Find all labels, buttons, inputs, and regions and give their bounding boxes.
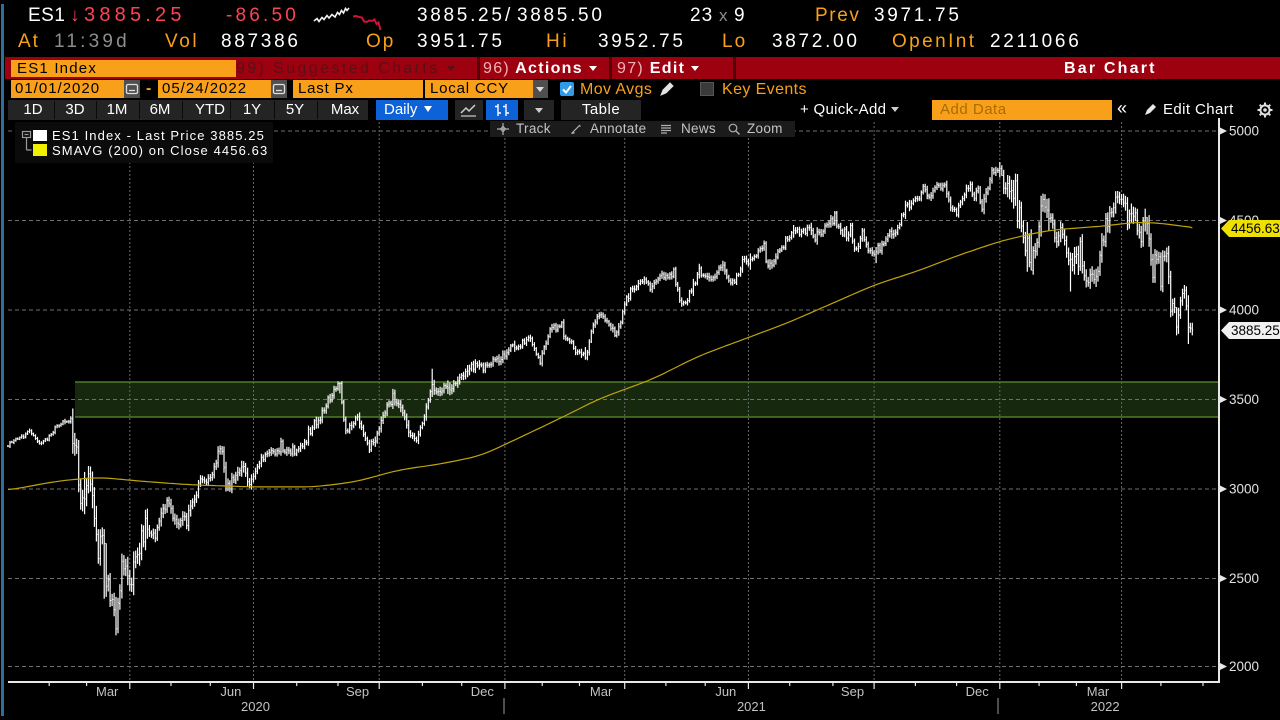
svg-text:3500: 3500 — [1229, 392, 1259, 407]
svg-text:5000: 5000 — [1229, 124, 1259, 139]
svg-text:Dec: Dec — [966, 684, 990, 699]
svg-text:Sep: Sep — [841, 684, 864, 699]
svg-text:4000: 4000 — [1229, 303, 1259, 318]
svg-text:Mar: Mar — [1087, 684, 1110, 699]
svg-text:3000: 3000 — [1229, 482, 1259, 497]
svg-text:Jun: Jun — [715, 684, 736, 699]
svg-text:Sep: Sep — [346, 684, 369, 699]
svg-text:Mar: Mar — [590, 684, 613, 699]
svg-text:Dec: Dec — [471, 684, 495, 699]
svg-text:2022: 2022 — [1091, 699, 1120, 714]
svg-text:2500: 2500 — [1229, 571, 1259, 586]
svg-text:2000: 2000 — [1229, 659, 1259, 674]
svg-text:Mar: Mar — [96, 684, 119, 699]
svg-text:2021: 2021 — [737, 699, 766, 714]
svg-text:Jun: Jun — [220, 684, 241, 699]
svg-text:2020: 2020 — [241, 699, 270, 714]
